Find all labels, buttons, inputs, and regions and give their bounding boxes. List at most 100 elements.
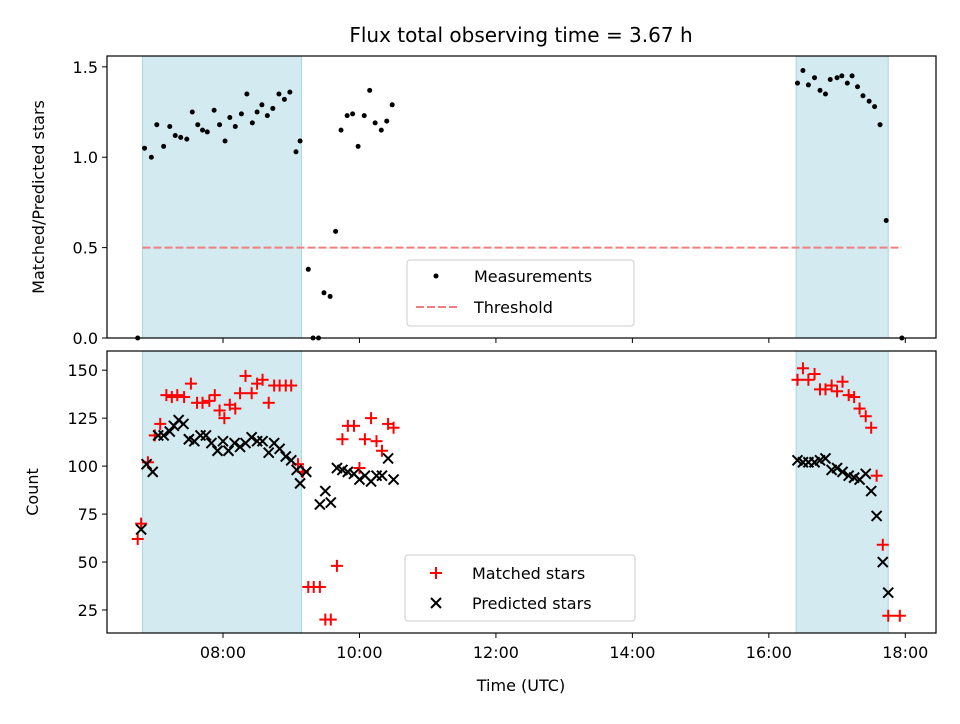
measurement-point xyxy=(204,129,210,135)
matched-star-point xyxy=(336,433,349,446)
measurement-point xyxy=(172,133,178,139)
predicted-star-point xyxy=(135,523,147,536)
matched-star-point xyxy=(178,391,191,404)
matched-star-point xyxy=(819,383,832,396)
predicted-star-point xyxy=(387,473,400,486)
predicted-star-point xyxy=(294,477,306,490)
predicted-star-point xyxy=(147,466,159,478)
top-y-tick-label: 1.5 xyxy=(73,58,98,77)
matched-star-point xyxy=(196,396,209,409)
predicted-star-point xyxy=(262,446,275,459)
bottom-y-tick-label: 75 xyxy=(78,505,98,524)
predicted-star-point xyxy=(273,443,286,455)
legend-measurements-marker xyxy=(433,273,439,279)
bottom-y-tick-label: 25 xyxy=(78,601,98,620)
x-tick-label: 14:00 xyxy=(609,643,655,662)
matched-star-point xyxy=(285,379,298,392)
bottom-plot-panel: 25 50 75 100 125 150 08:00 10:00 12:00 14:00 16:0… xyxy=(23,350,937,695)
matched-star-point xyxy=(131,533,144,545)
predicted-star-point xyxy=(211,445,224,457)
measurement-point xyxy=(287,89,293,95)
x-axis-label: Time (UTC) xyxy=(476,676,565,695)
matched-star-point xyxy=(825,379,838,392)
predicted-star-point xyxy=(300,466,312,478)
measurement-point xyxy=(827,77,833,82)
measurement-point xyxy=(184,136,190,142)
measurement-point xyxy=(293,149,299,155)
predicted-star-point xyxy=(256,435,269,447)
measurement-point xyxy=(178,134,184,140)
bottom-y-tick-label: 50 xyxy=(78,553,98,572)
top-y-tick-label: 1.0 xyxy=(73,148,98,167)
matched-star-point xyxy=(865,421,878,434)
measurement-point xyxy=(276,91,282,97)
predicted-star-point xyxy=(353,473,366,486)
predicted-star-point xyxy=(865,485,877,497)
legend-measurements-label: Measurements xyxy=(474,267,592,286)
predicted-star-point xyxy=(376,469,388,482)
x-tick-label: 16:00 xyxy=(746,643,792,662)
measurement-point xyxy=(238,111,244,117)
measurement-point xyxy=(355,143,361,149)
measurement-point xyxy=(148,154,154,160)
matched-star-point xyxy=(836,375,849,388)
matched-star-point xyxy=(324,613,337,626)
matched-star-point xyxy=(218,412,231,425)
predicted-star-point xyxy=(245,431,258,444)
measurement-point xyxy=(805,82,811,88)
measurement-point xyxy=(800,67,806,73)
predicted-star-point xyxy=(217,435,229,447)
x-tick-label: 12:00 xyxy=(473,643,519,662)
x-tick-label: 18:00 xyxy=(882,643,928,662)
predicted-star-point xyxy=(325,496,337,509)
matched-star-point xyxy=(882,609,895,622)
legend-matched-marker xyxy=(430,567,442,579)
matched-star-point xyxy=(234,387,247,400)
matched-star-point xyxy=(365,412,378,425)
measurement-point xyxy=(350,111,356,117)
legend-predicted-marker xyxy=(430,597,442,609)
measurement-point xyxy=(817,87,823,93)
measurement-point xyxy=(822,91,828,97)
measurement-point xyxy=(189,109,195,115)
measurement-point xyxy=(249,120,255,126)
predicted-star-point xyxy=(228,437,241,449)
top-legend-box xyxy=(406,259,635,327)
predicted-star-point xyxy=(234,441,246,453)
measurement-point xyxy=(232,124,238,129)
bottom-shaded-interval xyxy=(795,350,889,634)
matched-star-point xyxy=(859,410,872,423)
measurement-point xyxy=(167,124,173,129)
matched-star-point xyxy=(791,373,804,386)
matched-star-point xyxy=(796,362,809,375)
matched-star-point xyxy=(893,609,906,622)
matched-star-point xyxy=(876,538,889,551)
predicted-star-point xyxy=(205,437,218,449)
measurement-point xyxy=(794,80,800,86)
measurement-point xyxy=(244,91,250,97)
predicted-star-point xyxy=(870,510,883,522)
matched-star-point xyxy=(213,404,226,417)
matched-star-point xyxy=(375,444,388,457)
predicted-star-point xyxy=(877,556,889,568)
measurement-point xyxy=(264,113,270,119)
measurement-point xyxy=(860,93,866,99)
matched-star-point xyxy=(245,387,258,400)
matched-star-point xyxy=(330,559,343,572)
bottom-y-tick-label: 125 xyxy=(67,409,98,428)
predicted-star-point xyxy=(200,429,212,442)
predicted-star-point xyxy=(157,429,170,442)
predicted-star-point xyxy=(319,485,332,497)
measurement-point xyxy=(321,290,327,296)
measurement-point xyxy=(866,98,872,104)
predicted-star-point xyxy=(280,450,292,463)
top-plot-frame xyxy=(106,55,937,339)
measurement-point xyxy=(217,122,223,128)
top-shaded-interval xyxy=(141,55,302,339)
matched-star-point xyxy=(808,368,821,381)
x-tick-label: 08:00 xyxy=(200,643,246,662)
measurement-point xyxy=(378,127,384,133)
predicted-star-point xyxy=(314,498,326,511)
matched-star-point xyxy=(842,389,855,402)
